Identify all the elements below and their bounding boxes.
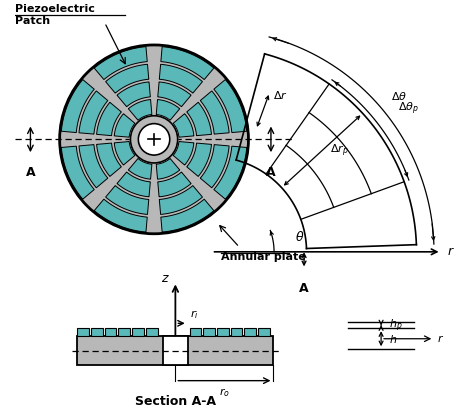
FancyBboxPatch shape <box>118 328 130 336</box>
Polygon shape <box>159 64 202 93</box>
Polygon shape <box>156 158 180 179</box>
Polygon shape <box>61 79 94 133</box>
Text: Section A-A: Section A-A <box>135 395 216 408</box>
Polygon shape <box>173 141 194 165</box>
FancyBboxPatch shape <box>258 328 270 336</box>
FancyBboxPatch shape <box>163 336 188 365</box>
Polygon shape <box>114 114 135 137</box>
Text: $r_o$: $r_o$ <box>219 386 230 399</box>
Polygon shape <box>114 141 135 165</box>
Text: $r$: $r$ <box>437 333 444 344</box>
Polygon shape <box>97 143 121 176</box>
Polygon shape <box>214 146 247 199</box>
Polygon shape <box>79 91 108 134</box>
Text: Piezoelectric
Patch: Piezoelectric Patch <box>15 5 95 26</box>
Text: $\Delta r_p$: $\Delta r_p$ <box>329 142 348 159</box>
Text: $\Delta\theta$: $\Delta\theta$ <box>391 90 408 102</box>
Text: $\Delta r$: $\Delta r$ <box>273 89 288 101</box>
Polygon shape <box>158 82 191 106</box>
Text: $h$: $h$ <box>389 333 397 345</box>
Text: $\Delta\theta_p$: $\Delta\theta_p$ <box>398 101 419 117</box>
FancyBboxPatch shape <box>91 328 103 336</box>
Text: $\theta$: $\theta$ <box>295 230 305 244</box>
Text: A: A <box>299 282 309 295</box>
Text: $r_i$: $r_i$ <box>190 308 199 321</box>
Polygon shape <box>106 64 149 93</box>
Text: $r$: $r$ <box>447 245 454 258</box>
Polygon shape <box>201 145 229 188</box>
Polygon shape <box>128 99 152 120</box>
Polygon shape <box>187 102 211 136</box>
Circle shape <box>130 116 178 163</box>
Polygon shape <box>173 114 194 137</box>
Text: A: A <box>26 166 35 179</box>
FancyBboxPatch shape <box>245 328 256 336</box>
Text: $z$: $z$ <box>161 272 170 285</box>
FancyBboxPatch shape <box>77 336 273 365</box>
Polygon shape <box>187 143 211 176</box>
Text: Annular plate: Annular plate <box>221 252 306 262</box>
Polygon shape <box>94 199 147 232</box>
Polygon shape <box>117 82 150 106</box>
Polygon shape <box>97 102 121 136</box>
FancyBboxPatch shape <box>231 328 242 336</box>
Polygon shape <box>214 79 247 133</box>
Polygon shape <box>128 158 152 179</box>
FancyBboxPatch shape <box>146 328 157 336</box>
Polygon shape <box>158 172 191 197</box>
Polygon shape <box>161 199 214 232</box>
Circle shape <box>60 45 248 234</box>
Polygon shape <box>94 47 147 79</box>
Polygon shape <box>159 186 202 214</box>
FancyBboxPatch shape <box>203 328 215 336</box>
Polygon shape <box>161 47 214 79</box>
FancyBboxPatch shape <box>217 328 229 336</box>
Text: A: A <box>266 166 276 179</box>
Circle shape <box>138 124 170 155</box>
Polygon shape <box>79 145 108 188</box>
FancyBboxPatch shape <box>77 328 89 336</box>
Polygon shape <box>61 146 94 199</box>
FancyBboxPatch shape <box>132 328 144 336</box>
Polygon shape <box>156 99 180 120</box>
Polygon shape <box>117 172 150 197</box>
Polygon shape <box>201 91 229 134</box>
FancyBboxPatch shape <box>190 328 201 336</box>
Text: $h_p$: $h_p$ <box>389 317 403 334</box>
Polygon shape <box>106 186 149 214</box>
FancyBboxPatch shape <box>105 328 117 336</box>
